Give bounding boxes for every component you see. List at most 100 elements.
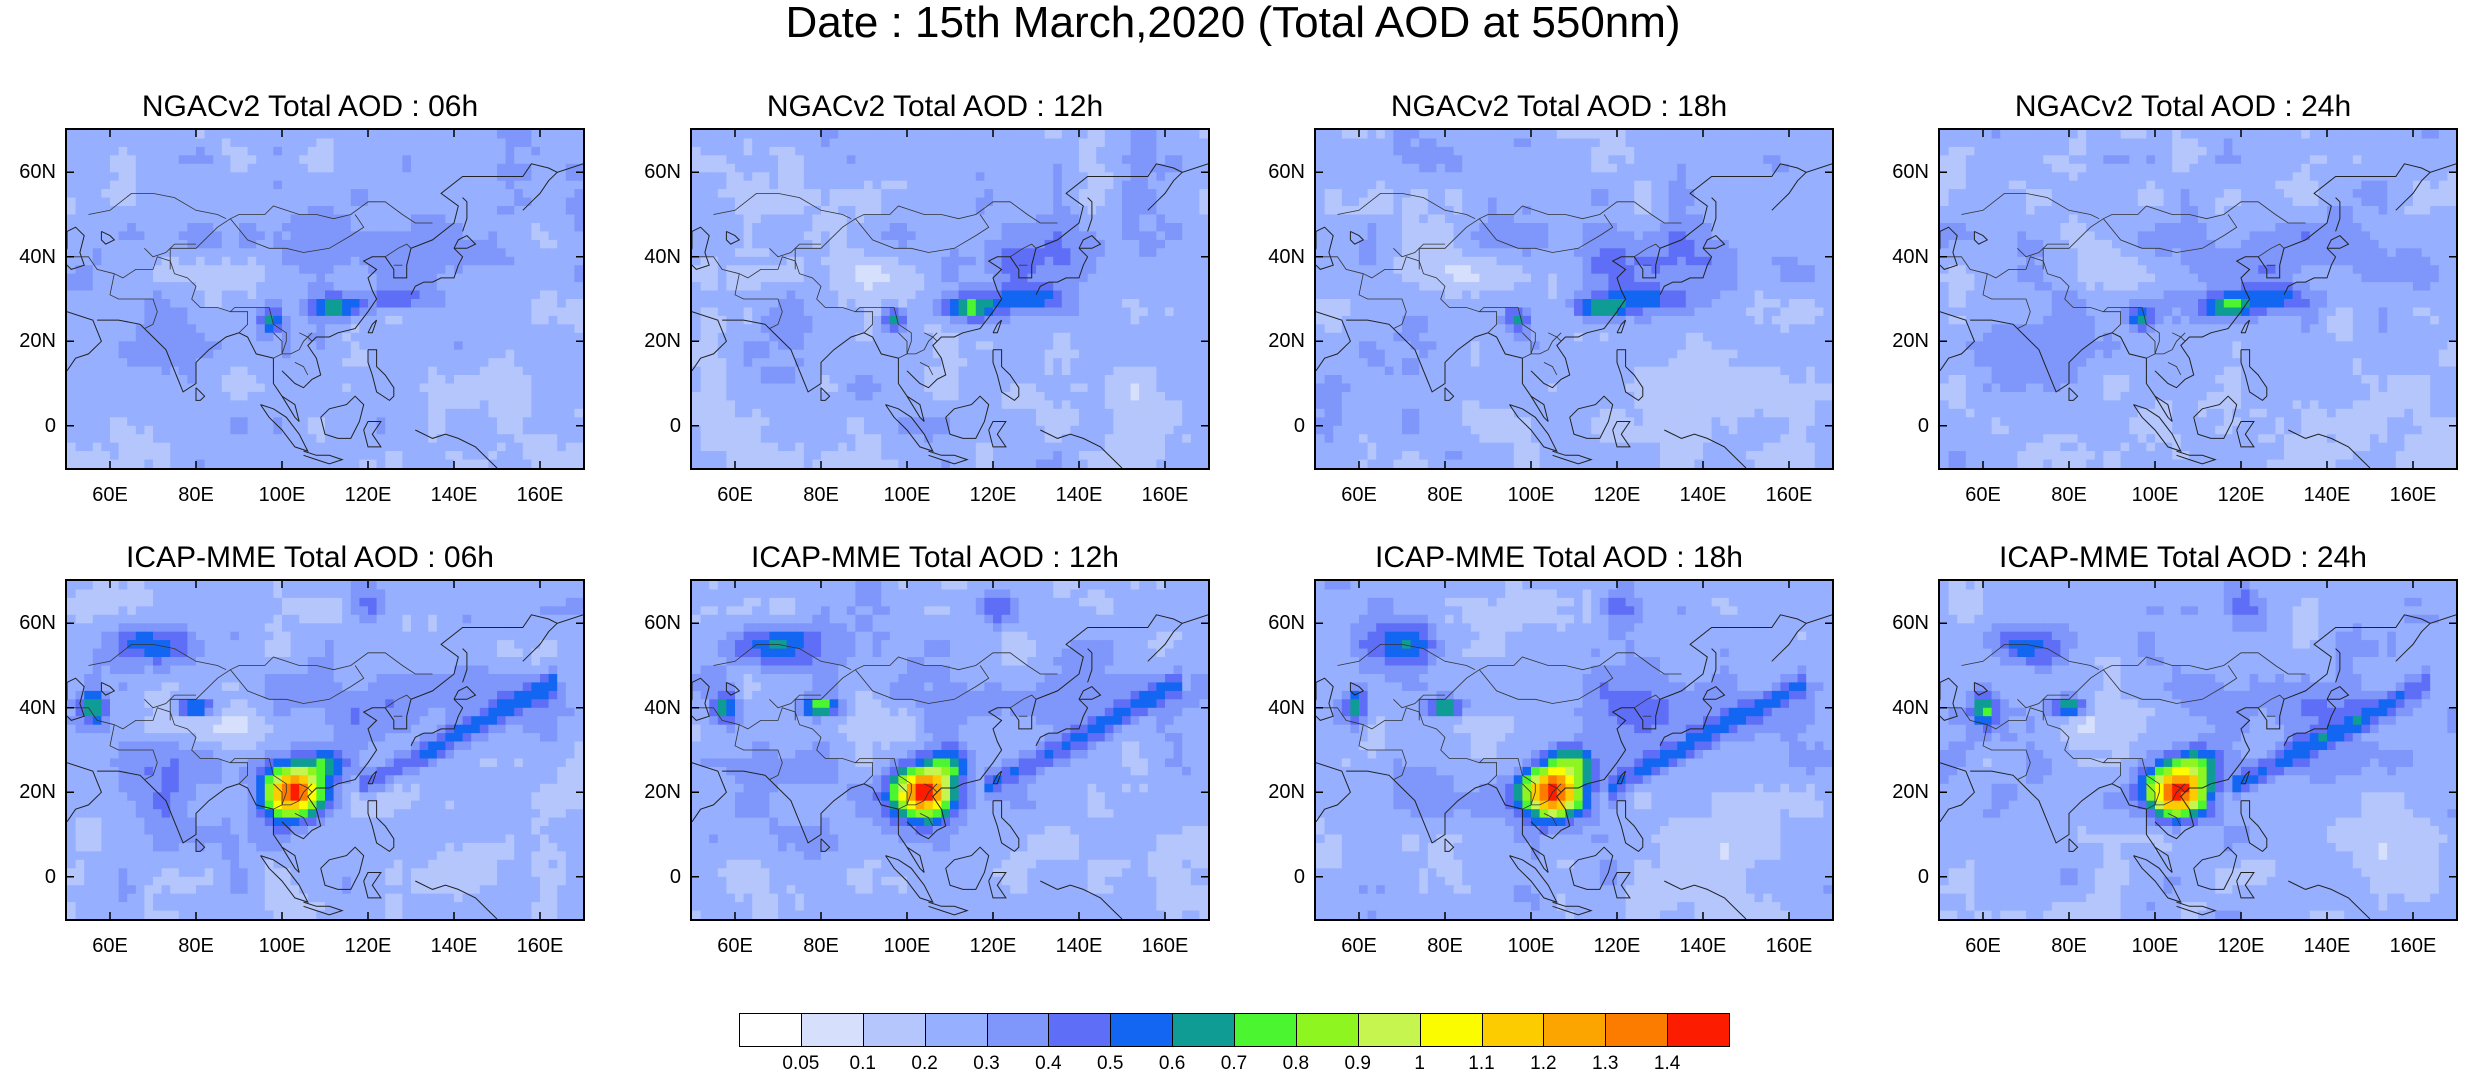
colorbar-tick-label: 1.3 <box>1575 1054 1635 1074</box>
latitude-label: 60N <box>1885 162 1929 182</box>
colorbar-tick-label: 1.1 <box>1452 1054 1512 1074</box>
map-frame <box>1938 128 2458 470</box>
latitude-label: 20N <box>1261 331 1305 351</box>
longitude-label: 140E <box>424 485 484 505</box>
longitude-label: 60E <box>705 936 765 956</box>
colorbar-tick-label: 0.7 <box>1204 1054 1264 1074</box>
colorbar-tick-label: 0.05 <box>771 1054 831 1074</box>
longitude-label: 100E <box>877 936 937 956</box>
longitude-label: 80E <box>2039 485 2099 505</box>
colorbar-swatch <box>863 1013 926 1047</box>
longitude-label: 160E <box>2383 936 2443 956</box>
map-frame <box>1938 579 2458 921</box>
map-frame <box>690 128 1210 470</box>
colorbar-swatch <box>1048 1013 1111 1047</box>
latitude-label: 60N <box>637 613 681 633</box>
longitude-label: 100E <box>877 485 937 505</box>
longitude-label: 100E <box>1501 936 1561 956</box>
colorbar-swatch <box>1234 1013 1297 1047</box>
longitude-label: 60E <box>1329 936 1389 956</box>
colorbar-swatch <box>1482 1013 1545 1047</box>
longitude-label: 60E <box>1329 485 1389 505</box>
colorbar-tick-label: 0.3 <box>957 1054 1017 1074</box>
aod-map <box>67 130 583 468</box>
latitude-label: 20N <box>1885 331 1929 351</box>
colorbar-tick-label: 0.4 <box>1018 1054 1078 1074</box>
aod-map <box>1316 581 1832 919</box>
map-frame <box>65 128 585 470</box>
latitude-label: 40N <box>637 247 681 267</box>
longitude-label: 120E <box>1587 936 1647 956</box>
panel-title: ICAP-MME Total AOD : 24h <box>1883 539 2466 577</box>
colorbar-tick-label: 1 <box>1390 1054 1450 1074</box>
longitude-label: 80E <box>1415 485 1475 505</box>
longitude-label: 120E <box>1587 485 1647 505</box>
latitude-label: 20N <box>12 782 56 802</box>
map-frame <box>1314 128 1834 470</box>
colorbar-swatch <box>987 1013 1050 1047</box>
colorbar-tick-label: 0.8 <box>1266 1054 1326 1074</box>
longitude-label: 160E <box>510 485 570 505</box>
longitude-label: 100E <box>252 485 312 505</box>
latitude-label: 40N <box>1261 247 1305 267</box>
latitude-label: 20N <box>1885 782 1929 802</box>
longitude-label: 140E <box>1673 485 1733 505</box>
colorbar-tick-label: 1.4 <box>1637 1054 1697 1074</box>
latitude-label: 20N <box>12 331 56 351</box>
latitude-label: 60N <box>637 162 681 182</box>
longitude-label: 100E <box>2125 485 2185 505</box>
colorbar-tick-label: 0.9 <box>1328 1054 1388 1074</box>
aod-map <box>692 130 1208 468</box>
colorbar-swatch <box>925 1013 988 1047</box>
figure-title: Date : 15th March,2020 (Total AOD at 550… <box>0 0 2466 48</box>
longitude-label: 160E <box>1135 485 1195 505</box>
longitude-label: 140E <box>1049 485 1109 505</box>
latitude-label: 20N <box>637 331 681 351</box>
map-frame <box>690 579 1210 921</box>
longitude-label: 140E <box>1049 936 1109 956</box>
latitude-label: 0 <box>1885 416 1929 436</box>
latitude-label: 40N <box>1885 698 1929 718</box>
latitude-label: 0 <box>12 867 56 887</box>
colorbar-tick-label: 0.6 <box>1142 1054 1202 1074</box>
colorbar-swatch <box>1420 1013 1483 1047</box>
longitude-label: 80E <box>791 936 851 956</box>
colorbar-swatch <box>1110 1013 1173 1047</box>
map-frame <box>1314 579 1834 921</box>
colorbar-swatch <box>1543 1013 1606 1047</box>
colorbar-tick-label: 1.2 <box>1513 1054 1573 1074</box>
longitude-label: 140E <box>2297 485 2357 505</box>
aod-map <box>67 581 583 919</box>
longitude-label: 100E <box>2125 936 2185 956</box>
longitude-label: 160E <box>1759 936 1819 956</box>
longitude-label: 80E <box>2039 936 2099 956</box>
longitude-label: 160E <box>1759 485 1819 505</box>
panel-title: NGACv2 Total AOD : 24h <box>1883 88 2466 126</box>
longitude-label: 60E <box>1953 485 2013 505</box>
panel-title: NGACv2 Total AOD : 18h <box>1259 88 1859 126</box>
longitude-label: 100E <box>252 936 312 956</box>
latitude-label: 0 <box>1261 416 1305 436</box>
colorbar-swatch <box>1172 1013 1235 1047</box>
colorbar-tick-label: 0.2 <box>895 1054 955 1074</box>
longitude-label: 80E <box>166 485 226 505</box>
longitude-label: 160E <box>1135 936 1195 956</box>
longitude-label: 160E <box>510 936 570 956</box>
colorbar-swatch <box>1358 1013 1421 1047</box>
latitude-label: 40N <box>12 698 56 718</box>
latitude-label: 0 <box>1261 867 1305 887</box>
longitude-label: 120E <box>963 485 1023 505</box>
longitude-label: 140E <box>2297 936 2357 956</box>
colorbar <box>739 1013 1729 1047</box>
latitude-label: 40N <box>12 247 56 267</box>
longitude-label: 120E <box>338 485 398 505</box>
colorbar-tick-label: 0.5 <box>1080 1054 1140 1074</box>
latitude-label: 20N <box>1261 782 1305 802</box>
latitude-label: 60N <box>12 613 56 633</box>
longitude-label: 60E <box>80 936 140 956</box>
